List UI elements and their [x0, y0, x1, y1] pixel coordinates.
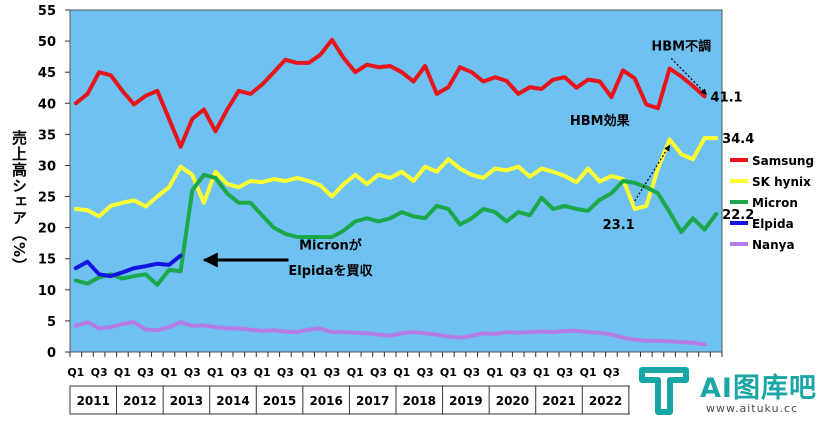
series-line-sk-hynix — [73, 136, 719, 219]
year-label: 2019 — [449, 394, 482, 408]
watermark-brand: AI图库吧 — [700, 373, 817, 404]
x-tick-label: Q1 — [533, 366, 550, 379]
series-line-samsung — [73, 37, 707, 149]
annotation-arrow-hbm-effect — [634, 144, 671, 202]
y-tick-label: 50 — [38, 35, 56, 50]
annotation-hbm-down: HBM不調 — [651, 38, 711, 54]
year-label: 2012 — [123, 394, 156, 408]
x-tick-label: Q3 — [277, 366, 294, 379]
watermark-logo-icon — [639, 367, 689, 415]
x-tick-label: Q1 — [207, 366, 224, 379]
x-tick-label: Q1 — [300, 366, 317, 379]
annotation-arrow-hbm-down — [670, 57, 707, 95]
year-label: 2017 — [356, 394, 389, 408]
series-line-nanya — [73, 320, 707, 347]
x-tick-label: Q1 — [393, 366, 410, 379]
annotation-acquisition-line2: Elpidaを買収 — [288, 264, 373, 279]
legend-label: SK hynix — [752, 175, 811, 189]
series-line-elpida — [73, 253, 183, 279]
y-tick-label: 15 — [38, 253, 56, 268]
year-label: 2015 — [263, 394, 296, 408]
x-tick-label: Q1 — [114, 366, 131, 379]
y-axis-label: 売上高シェア（%） — [10, 130, 28, 275]
x-tick-label: Q3 — [184, 366, 201, 379]
y-tick-label: 0 — [47, 346, 56, 361]
year-label: 2011 — [77, 394, 110, 408]
year-label: 2013 — [170, 394, 203, 408]
y-tick-label: 55 — [38, 4, 56, 19]
x-tick-label: Q3 — [417, 366, 434, 379]
year-label: 2021 — [542, 394, 575, 408]
x-tick-label: Q1 — [254, 366, 271, 379]
x-tick-label: Q3 — [323, 366, 340, 379]
end-label: 41.1 — [711, 90, 743, 105]
x-tick-label: Q3 — [370, 366, 387, 379]
legend-label: Elpida — [752, 217, 794, 231]
y-tick-label: 35 — [38, 128, 56, 143]
year-label: 2020 — [496, 394, 529, 408]
x-tick-label: Q3 — [463, 366, 480, 379]
annotation-hbm-effect: HBM効果 — [570, 113, 630, 129]
x-tick-label: Q3 — [510, 366, 527, 379]
watermark-url: www.aituku.cc — [706, 402, 799, 415]
year-label: 2018 — [403, 394, 436, 408]
x-tick-label: Q1 — [440, 366, 457, 379]
y-tick-label: 45 — [38, 66, 56, 81]
y-tick-label: 5 — [47, 315, 56, 330]
end-label: 23.1 — [603, 218, 635, 233]
y-tick-label: 20 — [38, 222, 56, 237]
y-tick-label: 25 — [38, 191, 56, 206]
legend-label: Samsung — [752, 154, 814, 168]
y-tick-label: 40 — [38, 97, 56, 112]
x-tick-label: Q1 — [486, 366, 503, 379]
year-label: 2014 — [216, 394, 249, 408]
legend-label: Micron — [752, 196, 798, 210]
x-tick-label: Q3 — [137, 366, 154, 379]
x-tick-label: Q3 — [603, 366, 620, 379]
series-line-micron — [73, 172, 719, 287]
end-label: 22.2 — [722, 208, 754, 223]
y-tick-label: 30 — [38, 159, 56, 174]
x-tick-label: Q1 — [580, 366, 597, 379]
x-tick-label: Q3 — [91, 366, 108, 379]
y-tick-label: 10 — [38, 284, 56, 299]
x-tick-label: Q1 — [347, 366, 364, 379]
legend-label: Nanya — [752, 238, 795, 252]
x-tick-label: Q3 — [556, 366, 573, 379]
x-tick-label: Q1 — [160, 366, 177, 379]
x-tick-label: Q3 — [230, 366, 247, 379]
year-label: 2016 — [309, 394, 342, 408]
x-tick-label: Q1 — [67, 366, 84, 379]
year-label: 2022 — [589, 394, 622, 408]
end-label: 34.4 — [722, 132, 754, 147]
annotation-acquisition-line1: Micronが — [299, 237, 362, 253]
